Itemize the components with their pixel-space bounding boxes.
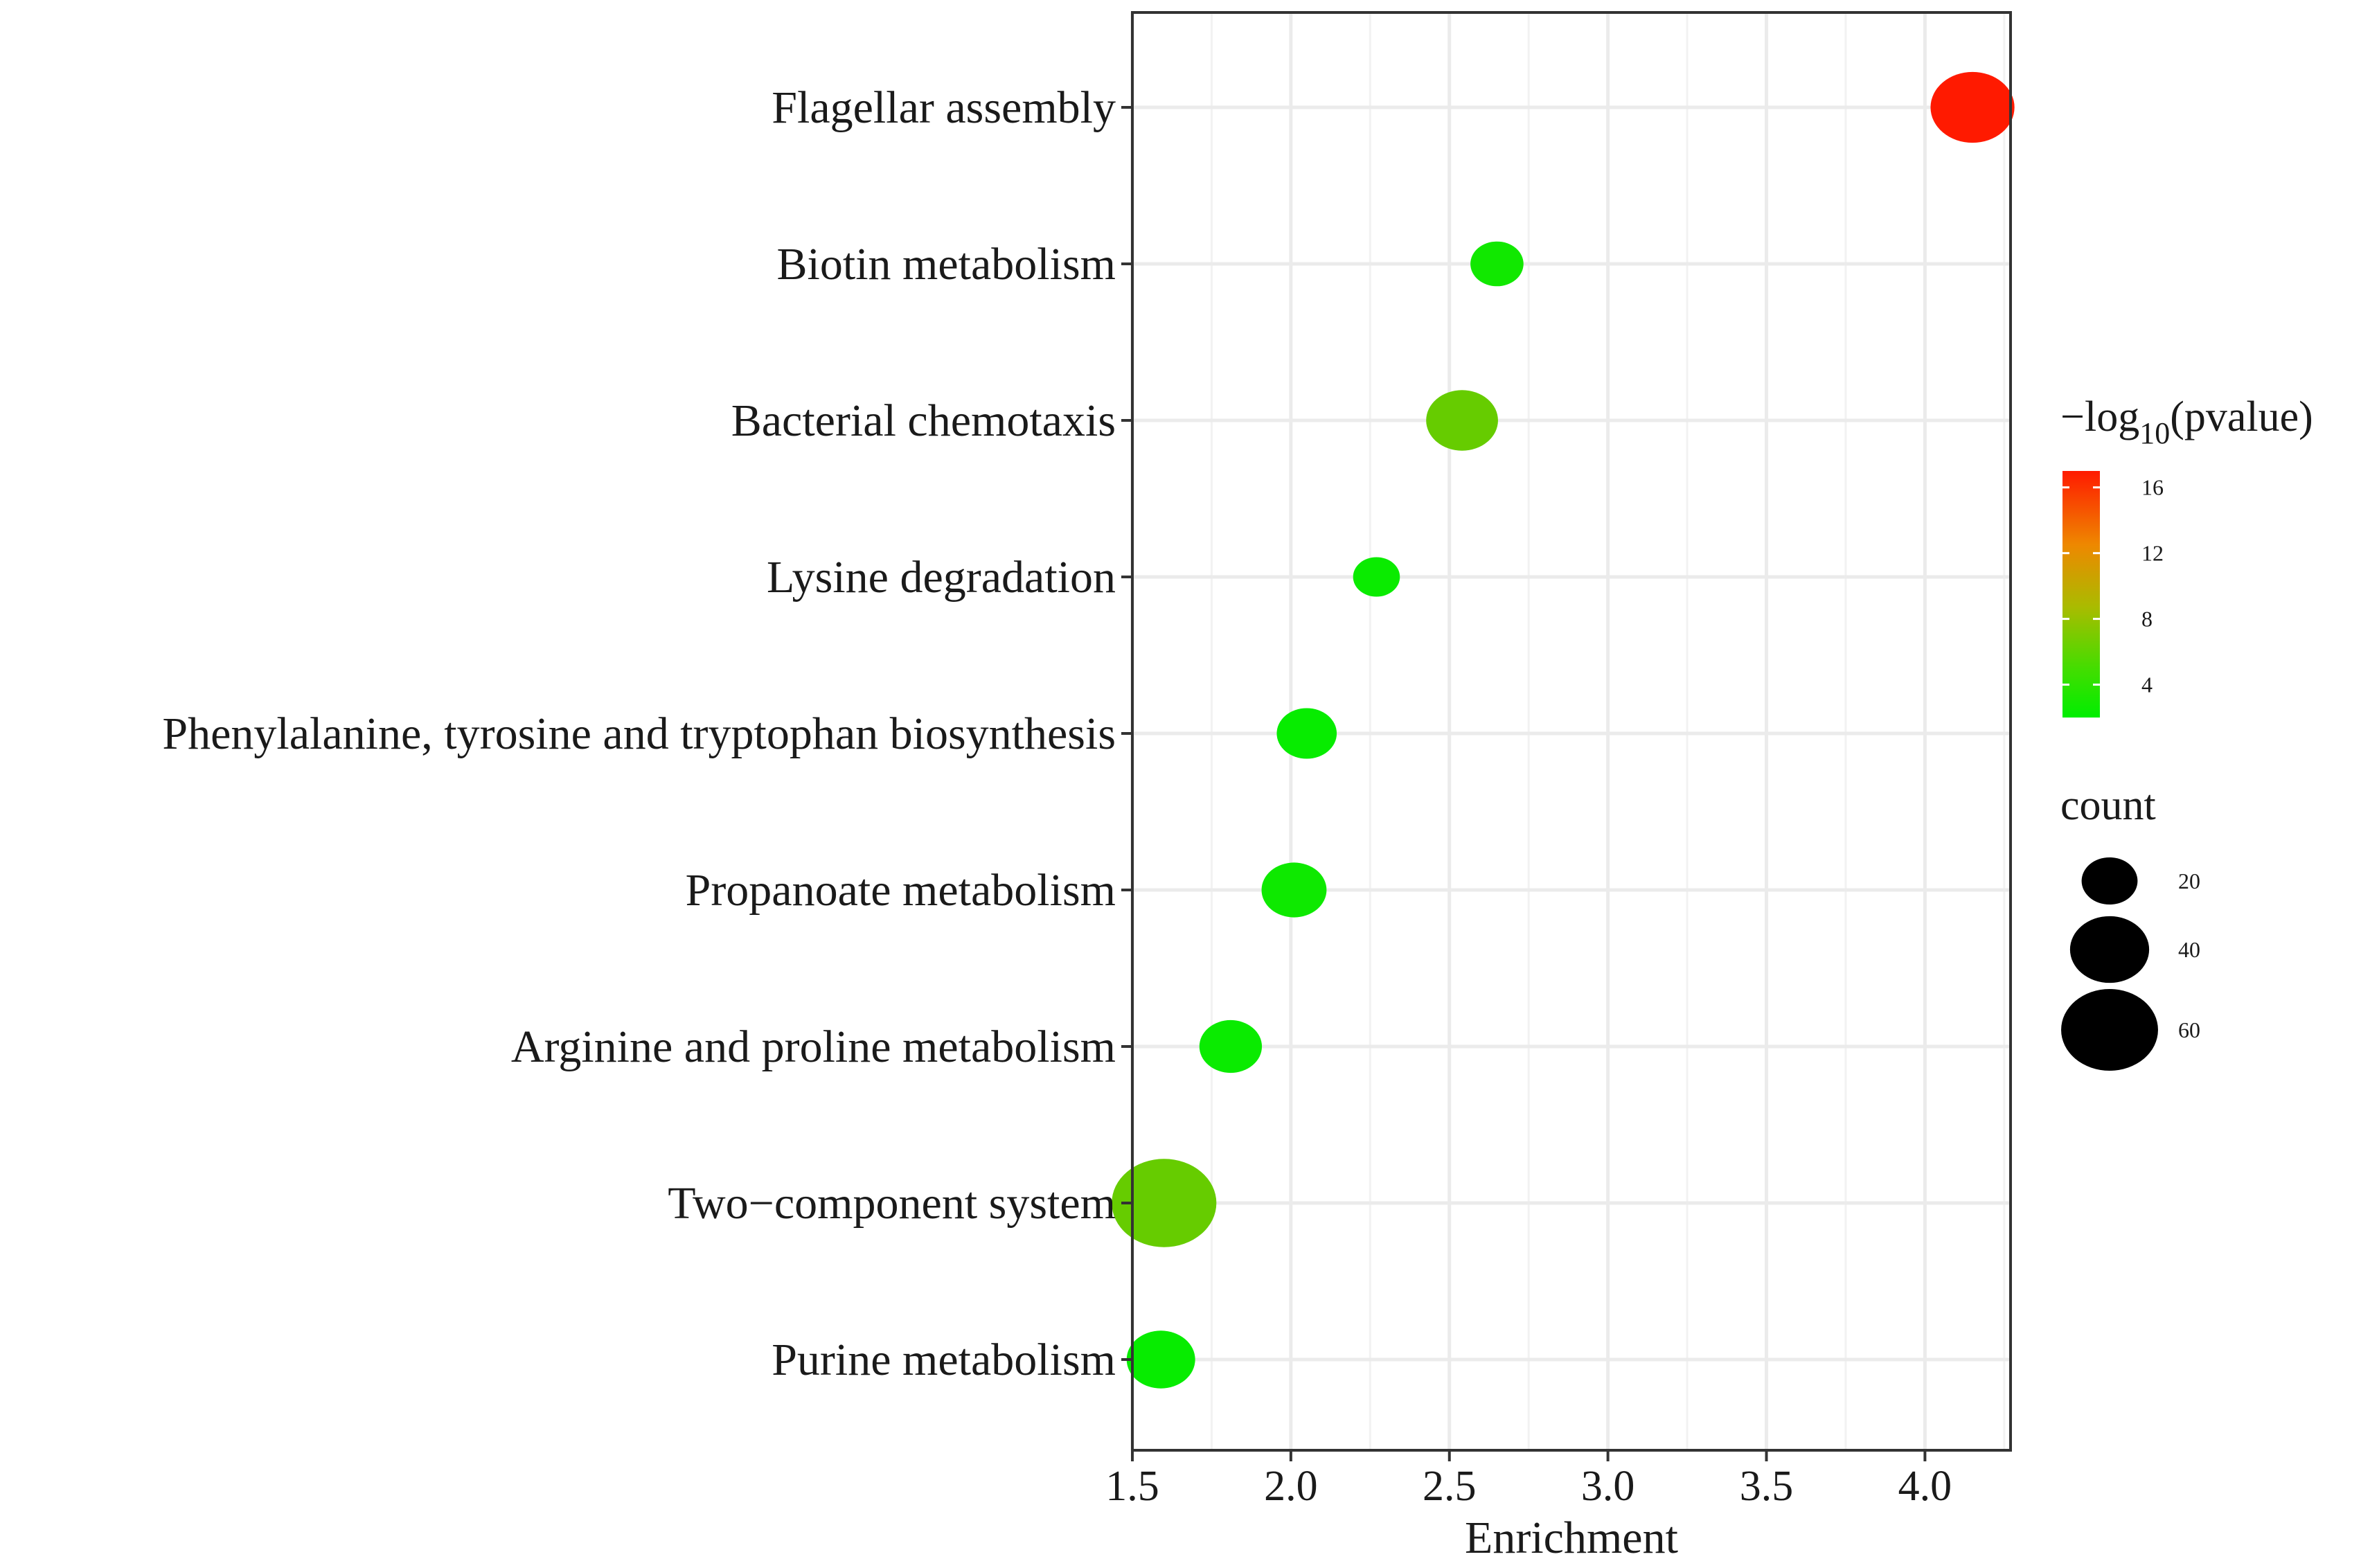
color-legend-title-subscript: 10 bbox=[2139, 416, 2170, 450]
color-legend-tick-label: 4 bbox=[2141, 672, 2153, 697]
x-tick-label: 2.0 bbox=[1264, 1463, 1318, 1510]
y-category-label: Arginine and proline metabolism bbox=[511, 1022, 1116, 1072]
x-tick-label: 2.5 bbox=[1423, 1463, 1477, 1510]
size-legend-label: 40 bbox=[2178, 937, 2200, 962]
color-legend-tick-label: 12 bbox=[2141, 541, 2164, 566]
size-legend-key bbox=[2061, 989, 2158, 1071]
y-category-label: Flagellar assembly bbox=[772, 82, 1116, 133]
y-category-label: Propanoate metabolism bbox=[686, 865, 1116, 916]
x-tick-label: 4.0 bbox=[1898, 1463, 1952, 1510]
data-point bbox=[1126, 1330, 1195, 1389]
y-category-label: Phenylalanine, tyrosine and tryptophan b… bbox=[162, 709, 1116, 759]
color-legend-bar bbox=[2062, 471, 2100, 718]
major-gridlines bbox=[1130, 12, 2011, 1450]
color-legend: −log10(pvalue) 4 8 12 16 bbox=[2060, 393, 2313, 718]
color-legend-tick-label: 8 bbox=[2141, 607, 2153, 632]
size-legend-items: 20 40 60 bbox=[2061, 857, 2200, 1071]
size-legend-title: count bbox=[2060, 782, 2156, 829]
panel-border bbox=[1131, 11, 2012, 1452]
data-point bbox=[1261, 862, 1327, 918]
size-legend: count 20 40 60 bbox=[2060, 782, 2200, 1071]
x-tick-label: 1.5 bbox=[1105, 1463, 1159, 1510]
data-points bbox=[1112, 71, 2015, 1389]
x-axis: 1.5 2.0 2.5 3.0 3.5 4.0 bbox=[1105, 1450, 1952, 1510]
y-category-label: Two−component system bbox=[668, 1178, 1116, 1229]
panel-background bbox=[1132, 12, 2011, 1450]
size-legend-key bbox=[2081, 857, 2138, 905]
x-axis-title: Enrichment bbox=[1465, 1513, 1678, 1563]
data-point bbox=[1470, 241, 1524, 287]
size-legend-key bbox=[2069, 916, 2150, 983]
y-category-label: Lysine degradation bbox=[767, 552, 1116, 603]
color-legend-title-prefix: −log bbox=[2060, 393, 2139, 440]
y-category-label: Biotin metabolism bbox=[777, 239, 1116, 289]
data-point bbox=[1426, 390, 1498, 451]
x-tick-label: 3.0 bbox=[1581, 1463, 1635, 1510]
x-tick-label: 3.5 bbox=[1740, 1463, 1794, 1510]
y-category-label: Bacterial chemotaxis bbox=[731, 395, 1116, 446]
data-point bbox=[1276, 708, 1337, 759]
data-point bbox=[1199, 1019, 1263, 1073]
data-point bbox=[1930, 71, 2015, 143]
color-legend-title-suffix: (pvalue) bbox=[2170, 393, 2313, 440]
color-legend-ticks: 4 8 12 16 bbox=[2062, 475, 2164, 697]
data-point bbox=[1353, 557, 1400, 597]
y-axis: Flagellar assembly Biotin metabolism Bacte… bbox=[162, 82, 1132, 1385]
y-category-label: Purine metabolism bbox=[772, 1335, 1116, 1385]
color-legend-title: −log10(pvalue) bbox=[2060, 393, 2313, 450]
size-legend-label: 20 bbox=[2178, 868, 2200, 893]
plot-area bbox=[1112, 11, 2015, 1452]
color-legend-tick-label: 16 bbox=[2141, 475, 2164, 500]
size-legend-label: 60 bbox=[2178, 1017, 2200, 1042]
data-point bbox=[1112, 1159, 1217, 1247]
